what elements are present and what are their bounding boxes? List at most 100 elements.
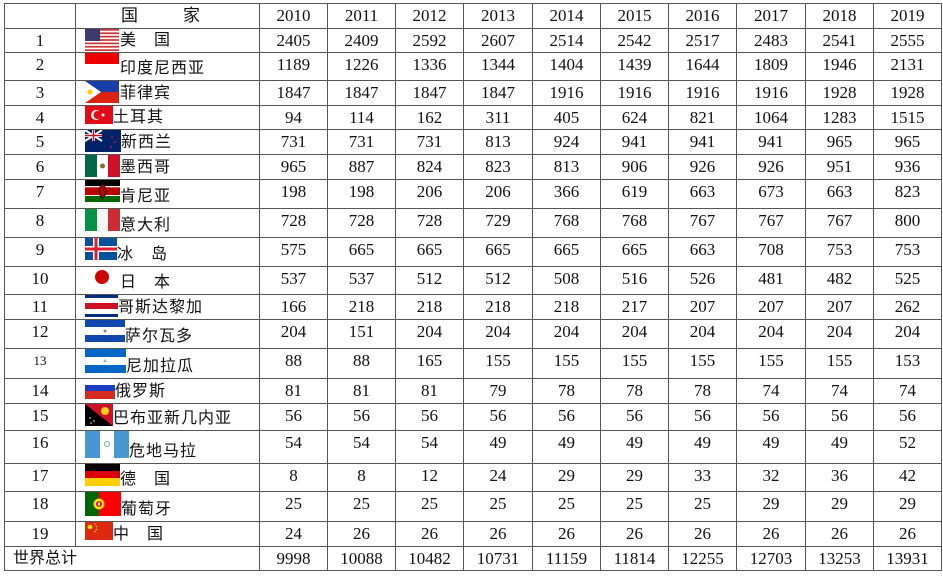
country-cell: 菲律宾 <box>75 80 260 106</box>
papua-new-guinea-flag-icon <box>85 404 113 426</box>
value-cell: 155 <box>600 348 669 379</box>
value-cell: 2607 <box>463 28 533 53</box>
value-cell: 1336 <box>395 52 464 81</box>
value-cell: 767 <box>668 208 737 238</box>
total-value-cell: 11159 <box>532 546 601 571</box>
value-cell: 823 <box>873 179 942 209</box>
value-cell: 204 <box>668 319 737 349</box>
rank-cell: 3 <box>4 80 76 106</box>
header-country-cell: 国 家 <box>75 3 260 29</box>
value-cell: 204 <box>463 319 533 349</box>
country-cell: 哥斯达黎加 <box>75 294 260 320</box>
value-cell: 49 <box>736 430 806 464</box>
value-cell: 78 <box>668 378 737 404</box>
value-cell: 218 <box>463 294 533 320</box>
table-row: 19 中 国 24 26 26 26 26 26 26 26 26 26 <box>4 521 942 547</box>
value-cell: 2131 <box>873 52 942 81</box>
italy-flag-icon <box>85 209 120 231</box>
value-cell: 813 <box>463 129 533 155</box>
value-cell: 24 <box>463 463 533 492</box>
country-name: 萨尔瓦多 <box>125 328 194 345</box>
value-cell: 665 <box>463 237 533 267</box>
value-cell: 537 <box>327 266 396 295</box>
new-zealand-flag-icon <box>85 130 121 152</box>
value-cell: 162 <box>395 105 464 130</box>
rank-cell: 2 <box>4 52 76 81</box>
value-cell: 525 <box>873 266 942 295</box>
value-cell: 906 <box>600 154 669 180</box>
country-cell: 日 本 <box>75 266 260 295</box>
value-cell: 155 <box>532 348 601 379</box>
country-cell: 俄罗斯 <box>75 378 260 404</box>
value-cell: 218 <box>395 294 464 320</box>
value-cell: 26 <box>395 521 464 547</box>
country-cell: 意大利 <box>75 208 260 238</box>
table-row: 7 肯尼亚 198 198 206 206 366 619 663 673 663 823 <box>4 179 942 209</box>
value-cell: 56 <box>600 403 669 431</box>
country-name: 意大利 <box>120 217 172 234</box>
value-cell: 753 <box>805 237 874 267</box>
country-name: 俄罗斯 <box>115 383 167 400</box>
value-cell: 204 <box>259 319 328 349</box>
rank-cell: 7 <box>4 179 76 209</box>
value-cell: 729 <box>463 208 533 238</box>
russia-flag-icon <box>85 379 115 399</box>
value-cell: 728 <box>327 208 396 238</box>
value-cell: 56 <box>327 403 396 431</box>
value-cell: 1809 <box>736 52 806 81</box>
value-cell: 673 <box>736 179 806 209</box>
value-cell: 1064 <box>736 105 806 130</box>
value-cell: 663 <box>805 179 874 209</box>
country-name: 土耳其 <box>113 109 165 126</box>
rank-cell: 9 <box>4 237 76 267</box>
value-cell: 29 <box>805 491 874 522</box>
value-cell: 114 <box>327 105 396 130</box>
value-cell: 2541 <box>805 28 874 53</box>
country-name: 美 国 <box>120 32 172 49</box>
value-cell: 29 <box>532 463 601 492</box>
table-row: 15 巴布亚新几内亚 56 56 56 56 56 56 56 56 56 56 <box>4 403 942 431</box>
rank-cell: 19 <box>4 521 76 547</box>
value-cell: 2517 <box>668 28 737 53</box>
value-cell: 206 <box>463 179 533 209</box>
value-cell: 78 <box>600 378 669 404</box>
total-value-cell: 11814 <box>600 546 669 571</box>
country-name: 肯尼亚 <box>120 188 172 205</box>
value-cell: 512 <box>463 266 533 295</box>
value-cell: 29 <box>736 491 806 522</box>
country-name: 危地马拉 <box>129 443 198 460</box>
rank-cell: 1 <box>4 28 76 53</box>
value-cell: 1226 <box>327 52 396 81</box>
country-header: 国 家 <box>121 6 214 25</box>
value-cell: 29 <box>600 463 669 492</box>
value-cell: 8 <box>259 463 328 492</box>
value-cell: 924 <box>532 129 601 155</box>
value-cell: 165 <box>395 348 464 379</box>
rank-cell: 8 <box>4 208 76 238</box>
value-cell: 1515 <box>873 105 942 130</box>
value-cell: 1644 <box>668 52 737 81</box>
country-name: 尼加拉瓜 <box>126 358 195 375</box>
value-cell: 26 <box>600 521 669 547</box>
value-cell: 1847 <box>259 80 328 106</box>
value-cell: 155 <box>463 348 533 379</box>
value-cell: 2514 <box>532 28 601 53</box>
value-cell: 56 <box>805 403 874 431</box>
rank-cell: 12 <box>4 319 76 349</box>
country-cell: 新西兰 <box>75 129 260 155</box>
table-row: 13 尼加拉瓜 88 88 165 155 155 155 155 155 155 153 <box>4 348 942 379</box>
value-cell: 8 <box>327 463 396 492</box>
country-name: 印度尼西亚 <box>120 60 206 77</box>
value-cell: 207 <box>736 294 806 320</box>
rank-cell: 4 <box>4 105 76 130</box>
country-cell: 中 国 <box>75 521 260 547</box>
indonesia-flag-icon <box>85 53 119 75</box>
country-cell: 德 国 <box>75 463 260 492</box>
value-cell: 78 <box>532 378 601 404</box>
value-cell: 941 <box>600 129 669 155</box>
value-cell: 56 <box>668 403 737 431</box>
header-index-cell <box>4 3 76 29</box>
value-cell: 624 <box>600 105 669 130</box>
value-cell: 207 <box>668 294 737 320</box>
value-cell: 74 <box>873 378 942 404</box>
